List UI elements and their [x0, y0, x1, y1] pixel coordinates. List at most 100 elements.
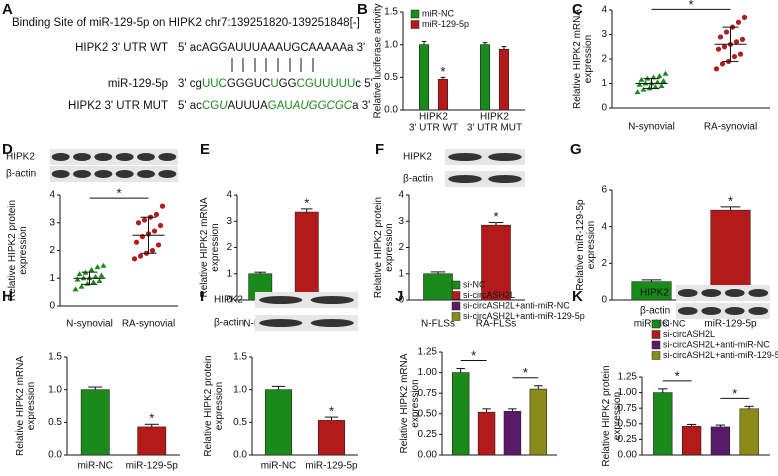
panel-label: G [570, 141, 582, 158]
point [90, 279, 97, 285]
y-tick-label: 2 [601, 54, 607, 65]
bar [294, 211, 319, 301]
sequence-segment: GAU [268, 100, 293, 112]
point [157, 222, 164, 229]
bar [419, 44, 430, 111]
legend-swatch [410, 9, 420, 19]
bar [477, 411, 496, 456]
y-tick-label: 4 [398, 190, 404, 201]
y-tick-label: 0.0 [48, 450, 62, 461]
bar [451, 372, 470, 456]
y-axis-label: expression [18, 226, 29, 274]
point [656, 73, 663, 79]
point [153, 211, 160, 218]
y-tick-label: 1.5 [48, 352, 62, 363]
legend-label: miR-NC [422, 8, 454, 18]
legend-label: si-circASH2L+anti-miR-NC [463, 300, 570, 310]
blot-band [748, 289, 769, 297]
y-tick-label: 1.0 [233, 384, 247, 395]
blot-label: β-actin [403, 174, 433, 185]
y-axis-label: Relative HIPK2 protein [203, 355, 214, 456]
blot-band [310, 296, 354, 304]
point [78, 283, 85, 289]
significance-label: * [329, 404, 334, 419]
x-tick-label: 3' UTR MUT [467, 123, 522, 134]
bar [264, 389, 293, 456]
point [658, 82, 665, 88]
y-tick-label: 0.00 [418, 450, 438, 461]
sequence-segment: a 3' [352, 100, 370, 112]
y-tick-label: 4 [601, 221, 607, 232]
y-tick-label: 0 [601, 295, 607, 306]
blot-strip [676, 303, 770, 319]
y-tick-label: 0.5 [48, 417, 62, 428]
sequence-segment: AUGGCGC [292, 100, 353, 112]
y-axis-label: Relative HIPK2 mRNA [15, 356, 26, 456]
point [151, 228, 158, 234]
sequence-segment: GGGUC [227, 78, 270, 90]
y-tick-label: 1 [226, 268, 232, 279]
point [717, 34, 724, 40]
blot-band [677, 307, 698, 315]
row-name: HIPK2 3' UTR MUT [68, 100, 168, 112]
blot-band [94, 170, 113, 178]
y-tick-label: 6 [601, 185, 607, 196]
blot-band [94, 153, 113, 161]
point [88, 266, 95, 272]
y-tick-label: 2 [601, 258, 607, 269]
y-tick-label: 2 [226, 242, 232, 253]
sequence-segment: 3' cg [178, 78, 202, 90]
x-tick-label: miR-129-5p [305, 461, 358, 472]
blot-band [724, 307, 745, 315]
row-name: miR-129-5p [108, 78, 168, 90]
y-tick-label: 0.5 [233, 417, 247, 428]
x-tick-label: RA-FLSs [476, 319, 517, 330]
y-tick-label: 4 [226, 190, 232, 201]
y-axis-label: Relative miR-129-5p [575, 199, 586, 291]
x-tick-label: N-FLSs [421, 319, 455, 330]
blot-band [158, 153, 177, 161]
significance-label: * [304, 195, 309, 210]
blot-label: HIPK2 [640, 288, 669, 299]
y-tick-label: 0 [226, 295, 232, 306]
bar [503, 411, 522, 456]
panel-label: F [375, 141, 384, 158]
panel-label: I [200, 288, 204, 305]
point [149, 247, 156, 254]
legend-swatch [410, 20, 420, 29]
y-tick-label: 0.25 [418, 429, 438, 440]
x-tick-label: 3' UTR WT [409, 123, 458, 134]
blot-band [448, 153, 482, 161]
point [155, 242, 162, 248]
blot-band [137, 153, 155, 161]
y-tick-label: 0.50 [618, 418, 638, 429]
blot-label: β-actin [214, 318, 244, 329]
point [721, 44, 728, 50]
x-tick-label: N-synovial [628, 122, 675, 133]
y-tick-label: 1 [398, 268, 404, 279]
blot-band [73, 170, 91, 178]
x-tick-label: HIPK2 [480, 112, 509, 123]
y-tick-label: 0.5 [384, 72, 398, 83]
sequence-segment: c 5' [355, 78, 373, 90]
y-tick-label: 2 [49, 245, 55, 256]
blot-band [115, 153, 134, 161]
y-axis-label: expression [26, 382, 37, 430]
legend-swatch [651, 319, 661, 329]
blot-band [259, 296, 303, 304]
point [137, 253, 144, 259]
bar [681, 425, 702, 456]
legend-swatch [651, 340, 661, 350]
pairing-lines [231, 58, 314, 72]
point [94, 264, 101, 270]
y-tick-label: 1.00 [618, 387, 638, 398]
x-tick-label: N-synovial [66, 319, 113, 330]
y-axis-label: Relative HIPK2 protein [601, 365, 612, 466]
blot-band [724, 289, 745, 297]
y-tick-label: 4 [601, 5, 607, 16]
point [715, 46, 722, 52]
y-axis-label: Relative HIPK2 mRNA [199, 197, 210, 297]
blot-strip [676, 285, 770, 301]
x-tick-label: miR-NC [634, 319, 670, 330]
panel-label: E [200, 141, 210, 158]
